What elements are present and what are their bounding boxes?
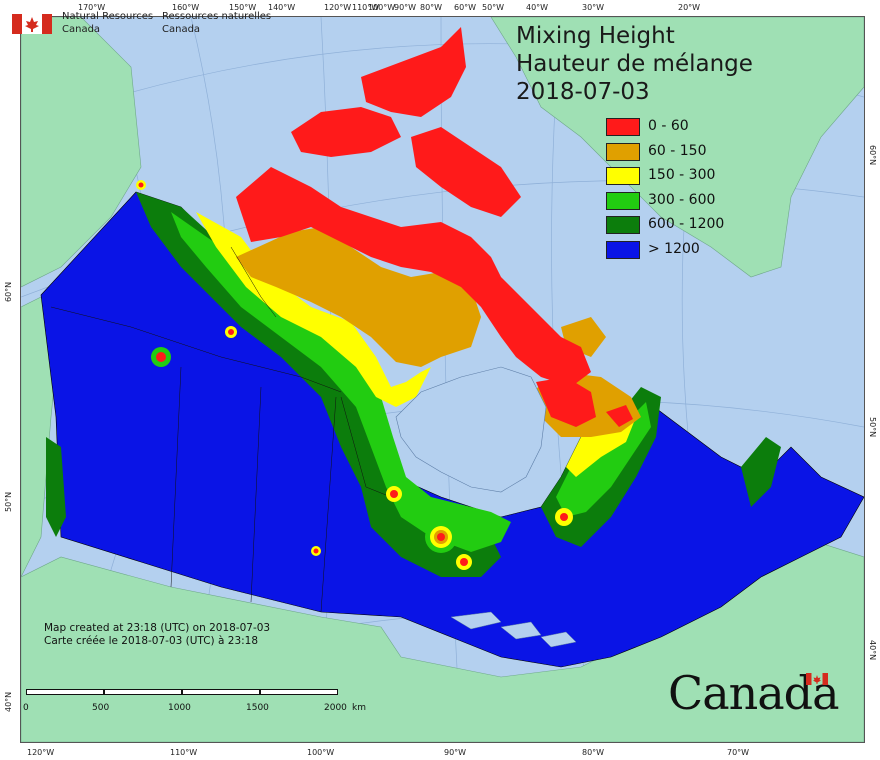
top-tick: 160°W: [172, 3, 200, 12]
region-0-60: [236, 27, 633, 427]
top-tick: 60°W: [454, 3, 477, 12]
scale-label: 0: [23, 703, 29, 713]
scale-label: 1000: [168, 703, 191, 713]
hot-spots: [136, 180, 573, 570]
right-tick: 50°N: [868, 417, 877, 438]
scale-label: 500: [92, 703, 110, 713]
legend-swatch: [606, 216, 640, 234]
legend-label: > 1200: [648, 240, 700, 257]
map-svg: [21, 17, 864, 742]
hudson-bay: [395, 366, 547, 493]
scale-label: 2000: [324, 703, 347, 713]
title-date: 2018-07-03: [516, 79, 650, 105]
legend-label: 300 - 600: [648, 191, 716, 208]
bottom-tick: 90°W: [444, 748, 467, 757]
agency-en-line2: Canada: [62, 24, 101, 35]
canada-flag-icon: [806, 673, 828, 685]
legend-swatch: [606, 167, 640, 185]
scale-segment: [182, 689, 260, 695]
scale-segment: [104, 689, 182, 695]
left-tick: 50°N: [4, 491, 13, 512]
top-tick: 80°W: [420, 3, 443, 12]
top-tick: 100°W: [368, 3, 396, 12]
top-tick: 120°W: [324, 3, 352, 12]
legend-swatch: [606, 191, 640, 210]
agency-en: Natural Resources Canada: [62, 10, 153, 36]
legend-label: 150 - 300: [648, 167, 716, 183]
agency-fr: Ressources naturelles Canada: [162, 10, 271, 36]
top-tick: 110°W: [352, 3, 380, 12]
canada-flag-icon: [12, 14, 52, 34]
title-fr: Hauteur de mélange: [516, 51, 753, 77]
creation-note: Map created at 23:18 (UTC) on 2018-07-03…: [44, 622, 270, 648]
scale-unit: km: [352, 703, 366, 713]
legend-label: 60 - 150: [648, 142, 707, 159]
legend-label: 600 - 1200: [648, 216, 725, 232]
title-en: Mixing Height: [516, 23, 675, 49]
legend-swatch: [606, 240, 640, 259]
scale-segment: [26, 689, 104, 695]
right-tick: 40°N: [868, 640, 877, 661]
creation-note-en: Map created at 23:18 (UTC) on 2018-07-03: [44, 622, 271, 634]
right-tick: 60°N: [868, 145, 877, 166]
top-tick: 140°W: [268, 3, 296, 12]
top-tick: 90°W: [394, 3, 417, 12]
legend-label: 0 - 60: [648, 118, 689, 134]
top-tick: 50°W: [482, 3, 505, 12]
top-tick: 30°W: [582, 3, 605, 12]
left-tick: 40°N: [4, 691, 13, 712]
left-tick: 60°N: [4, 281, 13, 302]
scale-bar: 0 500 1000 1500 2000 km: [23, 689, 366, 713]
agency-fr-line1: Ressources naturelles: [162, 11, 272, 22]
province-boundaries: [50, 246, 392, 613]
map-title: Mixing Height Hauteur de mélange 2018-07…: [516, 22, 753, 106]
agency-fr-line2: Canada: [162, 24, 201, 35]
scale-segment: [260, 689, 338, 695]
top-tick: 170°W: [78, 3, 106, 12]
scale-label: 1500: [246, 703, 269, 713]
bottom-tick: 80°W: [582, 748, 605, 757]
top-tick: 150°W: [229, 3, 257, 12]
great-lakes: [450, 611, 577, 648]
legend-swatch: [606, 142, 640, 161]
top-tick: 20°W: [678, 3, 701, 12]
map-canvas: [20, 16, 865, 743]
top-tick: 40°W: [526, 3, 549, 12]
bottom-tick: 110°W: [170, 748, 198, 757]
bottom-tick: 70°W: [727, 748, 750, 757]
legend-swatch: [606, 118, 640, 136]
agency-en-line1: Natural Resources: [62, 11, 154, 22]
bottom-tick: 100°W: [307, 748, 335, 757]
creation-note-fr: Carte créée le 2018-07-03 (UTC) à 23:18: [44, 635, 259, 647]
bottom-tick: 120°W: [27, 748, 55, 757]
